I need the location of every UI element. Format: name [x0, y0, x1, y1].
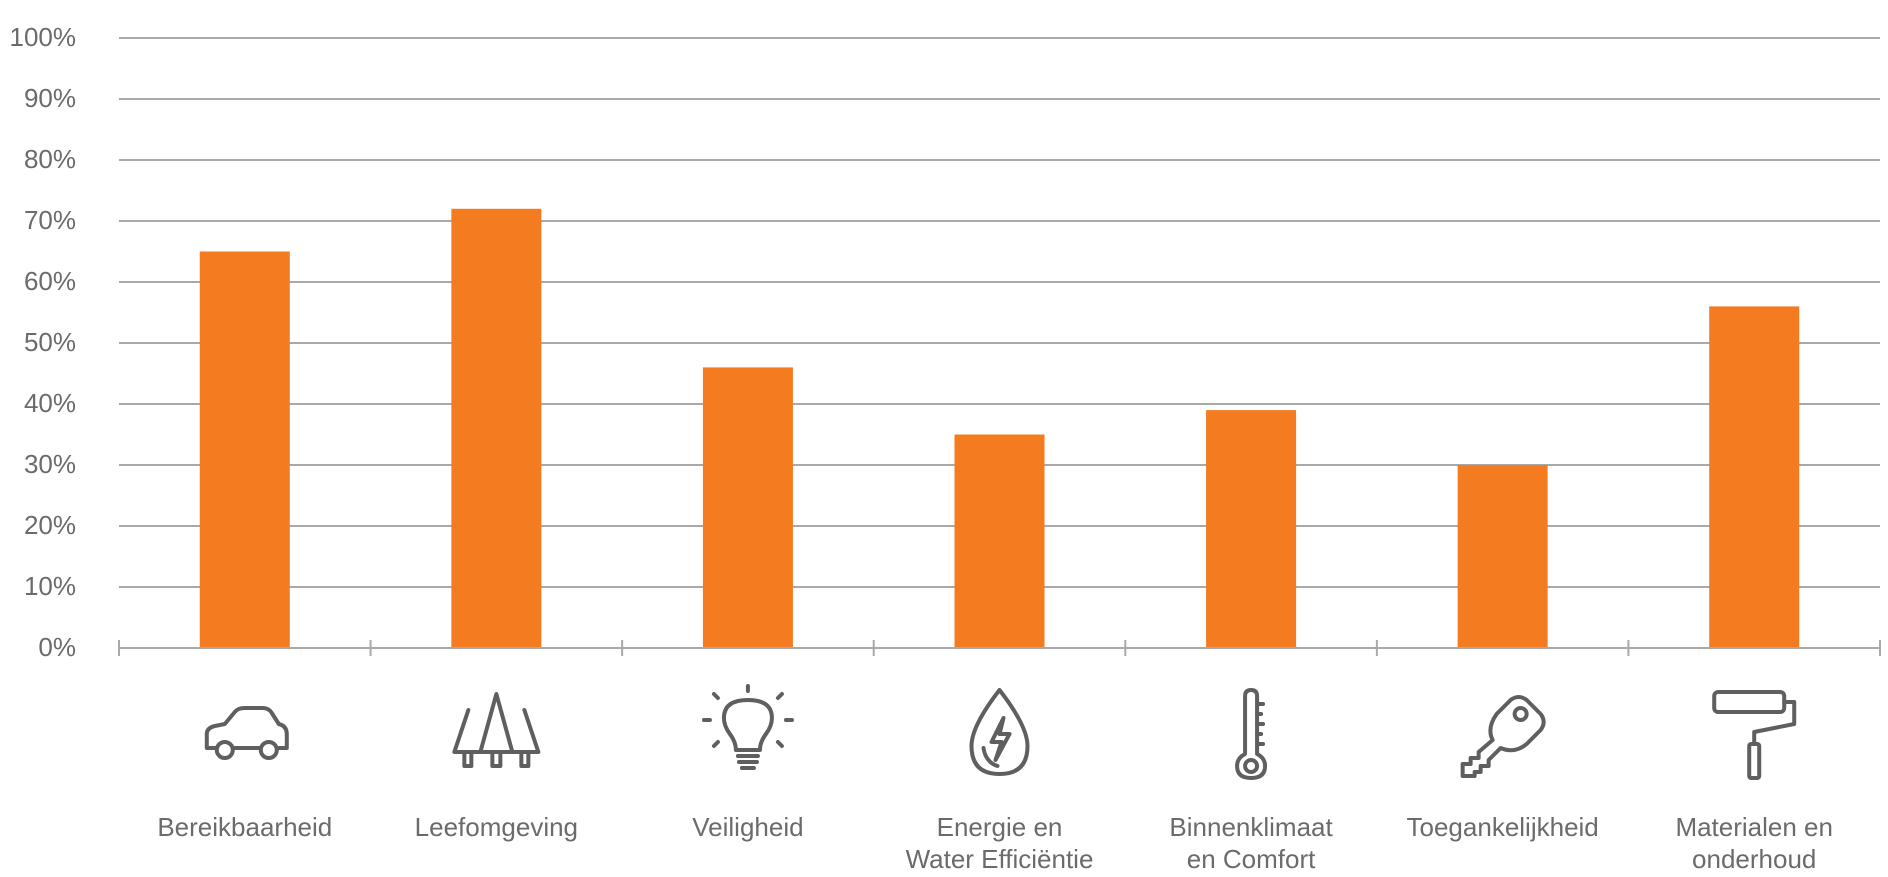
bar-5 — [1457, 465, 1548, 648]
lightbulb-icon — [701, 684, 794, 770]
bar-2 — [702, 367, 793, 648]
key-icon — [1460, 695, 1546, 778]
y-tick-label: 80% — [24, 144, 76, 174]
y-tick-label: 60% — [24, 266, 76, 296]
gridlines — [119, 37, 1880, 588]
bar-0 — [199, 251, 290, 648]
y-tick-label: 90% — [24, 83, 76, 113]
y-tick-label: 40% — [24, 388, 76, 418]
paint-roller-icon — [1712, 690, 1797, 780]
car-icon — [204, 706, 289, 760]
y-tick-label: 50% — [24, 327, 76, 357]
x-tick-label: Materialen en onderhoud — [1675, 812, 1833, 874]
x-tick-label: Binnenklimaat en Comfort — [1169, 812, 1333, 874]
x-tick-label: Veiligheid — [692, 812, 803, 842]
category-labels: Bereikbaarheid Leefomgeving Veiligheid Ener… — [157, 812, 1833, 874]
bar-4 — [1206, 410, 1297, 648]
y-tick-label: 100% — [10, 22, 77, 52]
y-axis-ticks: 0% 10% 20% 30% 40% 50% 60% 70% 80% 90% 100% — [10, 22, 77, 662]
x-tick-label: Energie en Water Efficiëntie — [906, 812, 1094, 874]
bar-1 — [451, 208, 542, 649]
x-axis — [118, 640, 1881, 656]
y-tick-label: 30% — [24, 449, 76, 479]
y-tick-label: 70% — [24, 205, 76, 235]
y-tick-label: 10% — [24, 571, 76, 601]
trees-icon — [452, 692, 541, 768]
x-tick-label: Bereikbaarheid — [157, 812, 332, 842]
bar-3 — [954, 434, 1045, 648]
water-energy-drop-icon — [969, 688, 1030, 776]
x-tick-label: Leefomgeving — [415, 812, 578, 842]
thermometer-icon — [1235, 688, 1268, 780]
bars — [199, 208, 1800, 649]
x-tick-label: Toegankelijkheid — [1407, 812, 1599, 842]
bar-6 — [1709, 306, 1800, 648]
y-tick-label: 20% — [24, 510, 76, 540]
category-icons — [204, 684, 1797, 780]
y-tick-label: 0% — [38, 632, 76, 662]
